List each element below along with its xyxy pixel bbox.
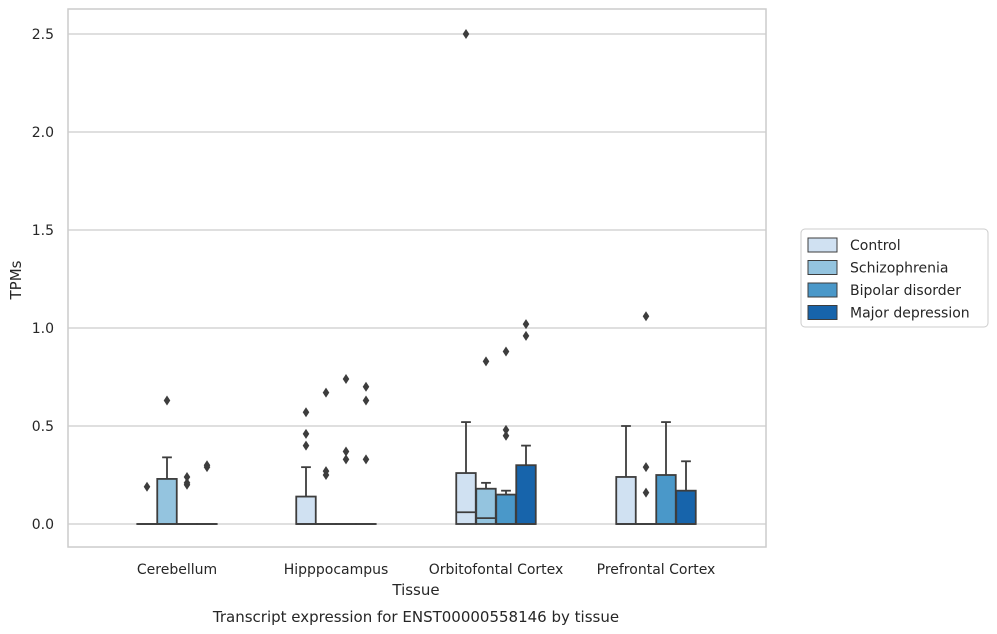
outlier-point <box>502 430 510 441</box>
outlier-point <box>342 373 350 384</box>
x-tick-label: Prefrontal Cortex <box>597 562 716 578</box>
box-body <box>455 472 477 525</box>
outlier-point <box>143 481 151 492</box>
x-tick-label: Orbitofontal Cortex <box>429 562 564 578</box>
box-body <box>615 476 637 525</box>
x-tick-labels: Cerebellum Hipppocampus Orbitofontal Corte… <box>137 562 715 578</box>
box-body <box>655 474 677 525</box>
y-axis-title: TPMs <box>7 260 25 300</box>
legend-label: Control <box>850 238 901 254</box>
box-body <box>495 493 517 525</box>
grid-lines <box>68 33 766 525</box>
plot-frame <box>67 8 767 548</box>
outlier-point <box>203 460 211 471</box>
outlier-point <box>342 454 350 465</box>
outlier-point <box>522 330 530 341</box>
legend-swatch <box>807 237 838 253</box>
outlier-point <box>502 346 510 357</box>
legend: Control Schizophrenia Bipolar disorder Majo… <box>800 228 989 328</box>
box-major-depression <box>515 319 537 525</box>
box-schizophrenia <box>475 356 497 525</box>
box-body <box>515 464 537 525</box>
x-tick-label: Hipppocampus <box>284 562 389 578</box>
y-tick-labels: 0.0 0.5 1.0 1.5 2.0 2.5 <box>32 27 54 533</box>
outlier-point <box>322 387 330 398</box>
outlier-point <box>302 428 310 439</box>
box-schizophrenia <box>156 395 178 525</box>
box-body <box>675 489 697 525</box>
x-tick-label: Cerebellum <box>137 562 217 578</box>
box-body <box>156 478 178 525</box>
outlier-point <box>183 477 191 488</box>
box-major-depression <box>196 460 218 525</box>
box-control <box>136 481 158 525</box>
y-tick-label: 2.0 <box>32 125 54 141</box>
box-bipolar-disorder <box>495 346 517 525</box>
box-bipolar-disorder <box>335 373 357 525</box>
outlier-point <box>362 381 370 392</box>
box-schizophrenia <box>315 387 337 525</box>
outlier-point <box>362 395 370 406</box>
outlier-point <box>522 319 530 330</box>
box-major-depression <box>675 460 697 525</box>
chart-caption: Transcript expression for ENST0000055814… <box>212 608 619 626</box>
legend-swatch <box>807 260 838 275</box>
legend-label: Major depression <box>850 306 970 322</box>
legend-label: Bipolar disorder <box>850 283 961 299</box>
legend-frame <box>800 228 989 328</box>
outlier-point <box>482 356 490 367</box>
outlier-point <box>183 471 191 482</box>
box-bipolar-disorder <box>655 421 677 525</box>
legend-swatch <box>807 305 838 320</box>
legend-entries: Control Schizophrenia Bipolar disorder Majo… <box>807 237 970 322</box>
outlier-point <box>462 29 470 39</box>
outlier-point <box>642 462 650 473</box>
box-control <box>295 407 317 525</box>
outlier-point <box>642 487 650 498</box>
y-tick-label: 1.5 <box>32 223 54 239</box>
outlier-point <box>302 440 310 451</box>
outlier-point <box>302 407 310 418</box>
y-tick-label: 0.0 <box>32 517 54 533</box>
outlier-point <box>342 446 350 457</box>
boxes <box>136 29 697 525</box>
legend-label: Schizophrenia <box>850 261 948 277</box>
legend-swatch <box>807 282 838 298</box>
outlier-point <box>502 424 510 435</box>
box-schizophrenia <box>635 311 657 525</box>
outlier-point <box>163 395 171 406</box>
x-axis-title: Tissue <box>391 581 439 599</box>
outlier-point <box>322 466 330 477</box>
outlier-point <box>362 454 370 465</box>
box-bipolar-disorder <box>176 471 198 525</box>
y-tick-label: 1.0 <box>32 321 54 337</box>
outlier-point <box>642 311 650 322</box>
y-tick-label: 2.5 <box>32 27 54 43</box>
box-control <box>615 425 637 525</box>
y-tick-label: 0.5 <box>32 419 54 435</box>
box-major-depression <box>355 381 377 525</box>
box-body <box>295 495 317 525</box>
box-control <box>455 29 477 525</box>
